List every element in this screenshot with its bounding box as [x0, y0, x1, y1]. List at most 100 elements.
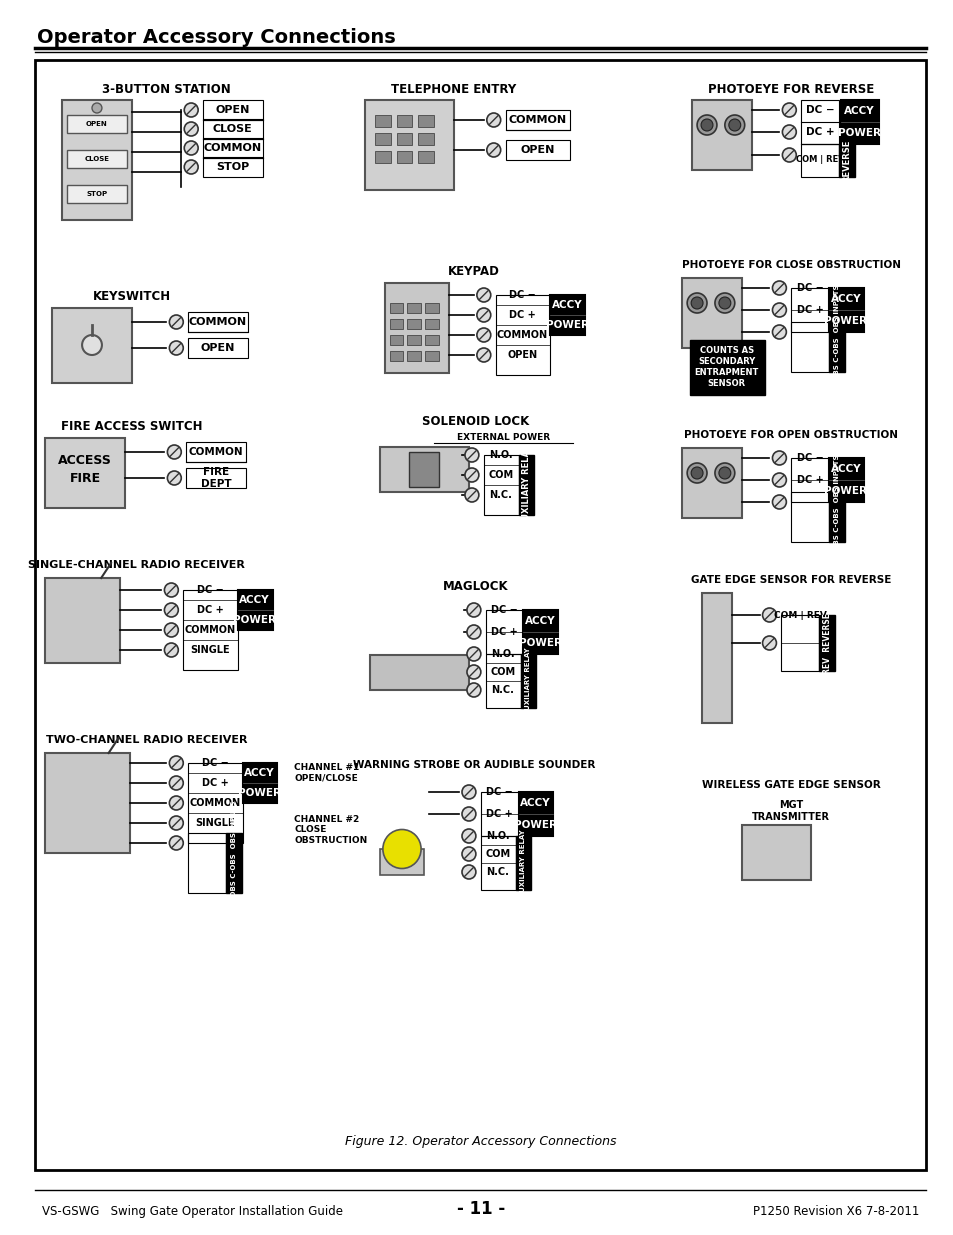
Bar — [35, 61, 925, 1170]
Circle shape — [461, 847, 476, 861]
Text: WARNING STROBE OR AUDIBLE SOUNDER: WARNING STROBE OR AUDIBLE SOUNDER — [353, 760, 595, 769]
Bar — [237, 590, 273, 630]
Bar — [828, 288, 862, 332]
Circle shape — [686, 463, 706, 483]
Text: N.O.: N.O. — [491, 650, 514, 659]
Text: - 11 -: - 11 - — [456, 1200, 504, 1218]
Circle shape — [461, 829, 476, 844]
Bar — [384, 283, 449, 373]
Text: CLOSE: CLOSE — [85, 156, 110, 162]
Circle shape — [170, 816, 183, 830]
Bar — [46, 578, 120, 663]
Text: COM O-OBS C-OBS  OBS INPUTS: COM O-OBS C-OBS OBS INPUTS — [833, 284, 839, 410]
Text: CHANNEL #1
OPEN/CLOSE: CHANNEL #1 OPEN/CLOSE — [294, 763, 359, 783]
Text: TWO-CHANNEL RADIO RECEIVER: TWO-CHANNEL RADIO RECEIVER — [46, 735, 247, 745]
Bar — [188, 312, 248, 332]
Bar — [505, 140, 570, 161]
Bar — [523, 610, 558, 655]
Text: COMMON: COMMON — [189, 317, 247, 327]
Text: FIRE: FIRE — [70, 472, 100, 484]
Bar — [550, 295, 584, 335]
Bar — [689, 340, 763, 395]
Circle shape — [170, 315, 183, 329]
Ellipse shape — [382, 830, 420, 868]
Text: DC −: DC − — [196, 585, 223, 595]
Bar — [828, 492, 844, 542]
Circle shape — [476, 329, 490, 342]
Bar — [496, 295, 550, 375]
Text: Operator Accessory Connections: Operator Accessory Connections — [37, 28, 395, 47]
Bar — [203, 138, 262, 158]
Circle shape — [486, 112, 500, 127]
Text: COM O-OBS C-OBS  OBS INPUTS: COM O-OBS C-OBS OBS INPUTS — [231, 800, 236, 926]
Circle shape — [184, 141, 198, 156]
Text: 3-BUTTON STATION: 3-BUTTON STATION — [102, 83, 231, 96]
Text: N.C.: N.C. — [489, 490, 512, 500]
Bar — [505, 110, 570, 130]
Text: VS-GSWG   Swing Gate Operator Installation Guide: VS-GSWG Swing Gate Operator Installation… — [42, 1205, 343, 1218]
Text: AUXILIARY RELAY: AUXILIARY RELAY — [525, 647, 531, 715]
Circle shape — [164, 603, 178, 618]
Text: DC −: DC − — [796, 453, 822, 463]
Text: COMMON: COMMON — [508, 115, 566, 125]
Circle shape — [781, 125, 796, 140]
Text: DC +: DC + — [796, 305, 822, 315]
Bar — [389, 351, 403, 361]
Circle shape — [476, 288, 490, 303]
Bar — [681, 278, 740, 348]
Bar — [46, 753, 130, 853]
Circle shape — [772, 325, 785, 338]
Bar — [425, 319, 438, 329]
Text: Figure 12. Operator Accessory Connections: Figure 12. Operator Accessory Connection… — [345, 1135, 616, 1149]
Text: DC −: DC − — [796, 283, 822, 293]
Text: DC +: DC + — [201, 778, 228, 788]
Text: OPEN: OPEN — [519, 144, 554, 156]
Text: REV  REVERSE: REV REVERSE — [821, 613, 831, 673]
Circle shape — [714, 463, 734, 483]
Text: COMMON: COMMON — [497, 330, 547, 340]
Text: N.O.: N.O. — [488, 450, 512, 459]
Circle shape — [464, 468, 478, 482]
Bar — [740, 825, 810, 881]
Bar — [396, 133, 412, 144]
Text: TELEPHONE ENTRY: TELEPHONE ENTRY — [391, 83, 517, 96]
Bar — [203, 119, 262, 140]
Circle shape — [466, 683, 480, 697]
Text: POWER: POWER — [518, 638, 561, 648]
Bar — [828, 458, 862, 501]
Circle shape — [476, 308, 490, 322]
Bar — [186, 468, 246, 488]
Bar — [518, 454, 534, 515]
Text: COMMON: COMMON — [204, 143, 262, 153]
Text: ACCESS: ACCESS — [58, 454, 112, 468]
Bar — [801, 144, 838, 177]
Bar — [375, 151, 390, 163]
Bar — [407, 335, 421, 345]
Bar — [188, 338, 248, 358]
Circle shape — [719, 296, 730, 309]
Bar — [425, 335, 438, 345]
Circle shape — [164, 622, 178, 637]
Bar — [52, 308, 132, 383]
Circle shape — [714, 293, 734, 312]
Bar — [379, 848, 424, 876]
Circle shape — [461, 864, 476, 879]
Text: FIRE
DEPT: FIRE DEPT — [200, 467, 231, 489]
Circle shape — [772, 495, 785, 509]
Bar — [840, 100, 878, 144]
Text: OPEN: OPEN — [215, 105, 250, 115]
Text: SINGLE: SINGLE — [190, 645, 230, 655]
Text: POWER: POWER — [823, 316, 866, 326]
Circle shape — [170, 836, 183, 850]
Text: DC +: DC + — [486, 809, 513, 819]
Bar — [838, 144, 854, 177]
Text: ACCY: ACCY — [524, 616, 555, 626]
Bar — [485, 655, 520, 708]
Text: DC +: DC + — [805, 127, 834, 137]
Bar — [183, 590, 237, 671]
Bar — [692, 100, 751, 170]
Circle shape — [170, 797, 183, 810]
Bar — [242, 763, 277, 803]
Text: POWER: POWER — [838, 128, 881, 138]
Bar — [370, 655, 469, 690]
